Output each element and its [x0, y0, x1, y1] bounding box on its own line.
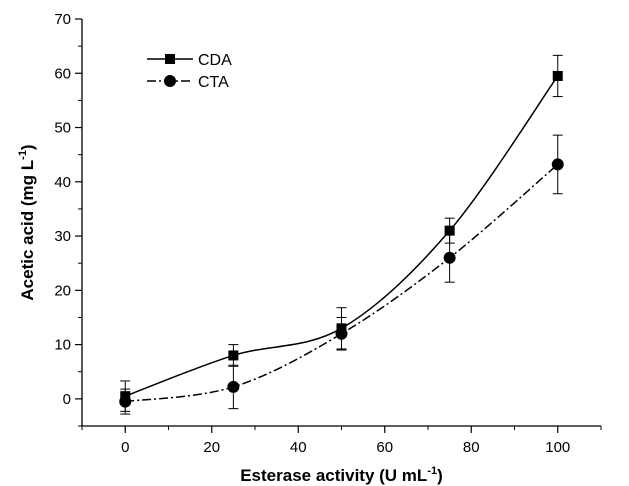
y-axis-title-sup: -1 [17, 150, 29, 160]
series-layer [119, 54, 564, 415]
data-point-cta [227, 380, 240, 393]
y-tick-label: 20 [54, 282, 71, 299]
x-tick-label: 40 [290, 439, 307, 456]
x-tick-label: 20 [203, 439, 220, 456]
legend: CDA CTA [147, 52, 232, 91]
y-axis-title: Acetic acid (mg L-1) [17, 144, 37, 300]
legend-marker-cta [164, 75, 176, 87]
data-point-cda [552, 70, 563, 81]
y-tick-label: 50 [54, 120, 71, 137]
series-line-cda [124, 75, 559, 397]
x-axis-title-end: ) [437, 466, 443, 485]
legend-label-cda: CDA [198, 52, 232, 69]
data-point-cta [335, 327, 348, 340]
x-tick-label: 100 [545, 439, 570, 456]
y-tick-label: 30 [54, 228, 71, 245]
y-tick-label: 60 [54, 65, 71, 82]
y-tick-label: 10 [54, 337, 71, 354]
data-point-cta [443, 251, 456, 264]
series-cda [120, 54, 563, 412]
y-tick-label: 40 [54, 174, 71, 191]
data-point-cda [228, 350, 239, 361]
y-axis-title-end: ) [18, 144, 37, 150]
axes: 0 20 40 60 80 100 0 10 20 30 40 50 60 70 [54, 11, 602, 456]
data-point-cta [119, 395, 132, 408]
x-tick-label: 60 [376, 439, 393, 456]
legend-marker-cda [165, 54, 175, 64]
x-tick-label: 80 [463, 439, 480, 456]
x-tick-label: 0 [121, 439, 129, 456]
y-tick-label: 0 [63, 391, 71, 408]
data-point-cda [444, 225, 455, 236]
data-point-cta [551, 158, 564, 171]
x-axis-title-sup: -1 [427, 465, 437, 477]
legend-label-cta: CTA [198, 74, 229, 91]
series-line-cta [125, 163, 559, 403]
x-axis-title: Esterase activity (U mL-1) [240, 465, 443, 485]
series-cta [119, 134, 564, 415]
y-tick-label: 70 [54, 11, 71, 28]
x-axis-title-text: Esterase activity (U mL [240, 466, 427, 485]
y-axis-title-text: Acetic acid (mg L [18, 160, 37, 301]
